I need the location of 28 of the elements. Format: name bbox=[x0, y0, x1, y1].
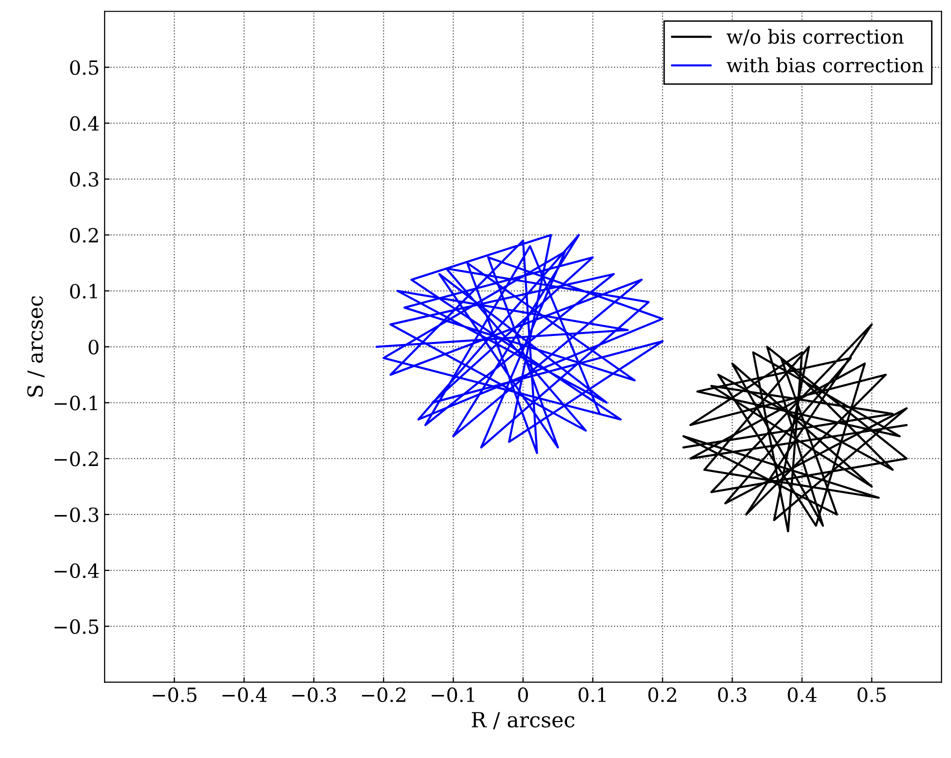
y-tick-label: 0.3 bbox=[70, 172, 98, 187]
legend-label: with bias correction bbox=[726, 57, 924, 72]
y-tick-label: 0.1 bbox=[70, 284, 97, 299]
x-tick-label: 0.4 bbox=[788, 687, 816, 702]
line-series bbox=[682, 323, 908, 532]
x-tick-label: 0.3 bbox=[718, 687, 746, 702]
x-tick-label: −0.3 bbox=[292, 687, 336, 702]
y-tick-label: −0.5 bbox=[54, 619, 98, 634]
x-tick-label: −0.1 bbox=[432, 687, 474, 702]
x-tick-label: 0.5 bbox=[858, 687, 886, 702]
y-axis-title: S / arcsec bbox=[27, 296, 45, 397]
line-series bbox=[376, 234, 664, 454]
legend-label: w/o bis correction bbox=[726, 28, 904, 46]
y-tick-label: 0.2 bbox=[70, 228, 98, 243]
y-tick-label: 0.5 bbox=[70, 60, 98, 75]
x-axis-title: R / arcsec bbox=[472, 712, 574, 730]
y-tick-label: 0 bbox=[88, 340, 98, 354]
x-tick-label: 0 bbox=[518, 687, 528, 702]
x-tick-label: 0.2 bbox=[648, 687, 676, 702]
y-tick-label: −0.3 bbox=[54, 507, 98, 522]
y-tick-label: 0.4 bbox=[70, 116, 99, 131]
x-tick-label: −0.5 bbox=[152, 687, 196, 702]
x-tick-label: −0.2 bbox=[362, 687, 406, 702]
x-tick-label: 0.1 bbox=[578, 687, 606, 702]
y-tick-label: −0.1 bbox=[54, 396, 97, 410]
y-tick-label: −0.4 bbox=[54, 563, 99, 578]
y-tick-label: −0.2 bbox=[54, 452, 98, 466]
x-tick-label: −0.4 bbox=[222, 687, 267, 702]
